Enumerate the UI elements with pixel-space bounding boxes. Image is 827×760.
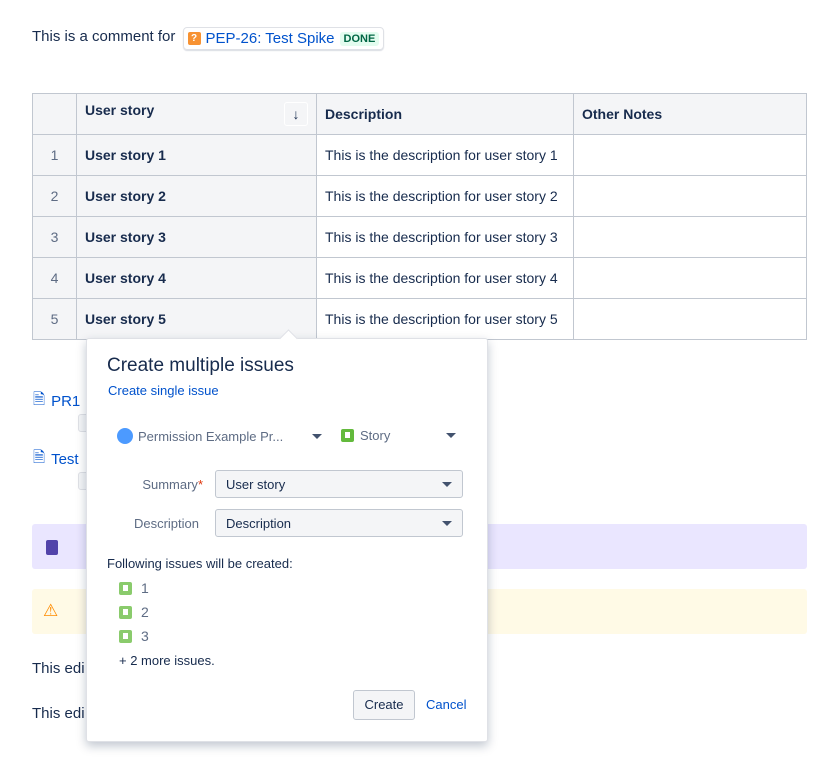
- description-cell: This is the description for user story 5: [316, 298, 574, 340]
- create-button[interactable]: Create: [353, 690, 415, 720]
- intro-text: This is a comment for: [32, 28, 176, 45]
- issue-preview-item: 2: [119, 604, 149, 620]
- issue-chip[interactable]: ? PEP-26: Test Spike DONE: [182, 27, 385, 50]
- table-row: 4 User story 4 This is the description for…: [32, 257, 807, 299]
- page-link-test[interactable]: 🗎 Test: [33, 447, 79, 472]
- project-select[interactable]: Permission Example Pr...: [117, 428, 322, 444]
- create-single-issue-link[interactable]: Create single issue: [108, 383, 219, 398]
- user-story-cell: User story 3: [76, 216, 317, 258]
- description-cell: This is the description for user story 2: [316, 175, 574, 217]
- issue-type-select[interactable]: Story: [341, 428, 456, 443]
- paragraph: This edi: [32, 705, 85, 722]
- paragraph: This edi: [32, 660, 85, 677]
- notes-cell: [573, 216, 807, 258]
- comment-intro: This is a comment for ? PEP-26: Test Spi…: [32, 27, 385, 50]
- story-icon: [341, 429, 354, 442]
- cancel-button[interactable]: Cancel: [426, 697, 467, 712]
- chevron-down-icon: [446, 433, 456, 438]
- description-label: Description: [133, 516, 199, 531]
- table-row: 5 User story 5 This is the description for…: [32, 298, 807, 340]
- description-select[interactable]: Description: [215, 509, 463, 537]
- summary-label: Summary*: [142, 477, 203, 492]
- header-number: [32, 93, 77, 135]
- create-issues-dialog: Create multiple issues Create single iss…: [86, 329, 488, 742]
- row-number: 3: [32, 216, 77, 258]
- user-story-cell: User story 4: [76, 257, 317, 299]
- description-cell: This is the description for user story 1: [316, 134, 574, 176]
- row-number: 4: [32, 257, 77, 299]
- description-cell: This is the description for user story 4: [316, 257, 574, 299]
- row-number: 2: [32, 175, 77, 217]
- following-label: Following issues will be created:: [107, 556, 293, 571]
- notes-cell: [573, 134, 807, 176]
- description-cell: This is the description for user story 3: [316, 216, 574, 258]
- user-story-cell: User story 5: [76, 298, 317, 340]
- project-avatar-icon: [117, 428, 133, 444]
- status-badge: DONE: [339, 31, 380, 46]
- document-icon: 🗎: [33, 449, 46, 466]
- row-number: 5: [32, 298, 77, 340]
- chevron-down-icon: [312, 433, 322, 439]
- chevron-down-icon: [442, 520, 452, 526]
- table-header-row: User story ↓ Description Other Notes: [32, 93, 807, 135]
- sort-arrow-icon[interactable]: ↓: [284, 102, 308, 126]
- story-icon: [119, 605, 132, 619]
- user-story-cell: User story 2: [76, 175, 317, 217]
- notes-cell: [573, 175, 807, 217]
- header-other-notes: Other Notes: [573, 93, 807, 135]
- warning-icon: ⚠: [43, 601, 59, 620]
- issue-link[interactable]: PEP-26: Test Spike: [205, 30, 335, 47]
- page-link-pr1[interactable]: 🗎 PR1: [33, 389, 80, 414]
- header-description: Description: [316, 93, 574, 135]
- issue-preview-item: 3: [119, 628, 149, 644]
- summary-select[interactable]: User story: [215, 470, 463, 498]
- notes-cell: [573, 257, 807, 299]
- issue-preview-item: 1: [119, 580, 149, 596]
- chevron-down-icon: [442, 481, 452, 487]
- dialog-title: Create multiple issues: [107, 355, 294, 376]
- story-icon: [119, 581, 132, 595]
- table-row: 1 User story 1 This is the description for…: [32, 134, 807, 176]
- user-story-cell: User story 1: [76, 134, 317, 176]
- table-row: 3 User story 3 This is the description for…: [32, 216, 807, 258]
- notes-cell: [573, 298, 807, 340]
- spike-question-icon: ?: [187, 32, 201, 45]
- document-icon: 🗎: [33, 391, 46, 408]
- row-number: 1: [32, 134, 77, 176]
- note-icon: [46, 540, 58, 555]
- header-user-story: User story ↓: [76, 93, 317, 135]
- table-row: 2 User story 2 This is the description for…: [32, 175, 807, 217]
- user-story-table: User story ↓ Description Other Notes 1 Use…: [32, 93, 807, 340]
- more-issues-text: + 2 more issues.: [119, 653, 215, 668]
- story-icon: [119, 629, 132, 643]
